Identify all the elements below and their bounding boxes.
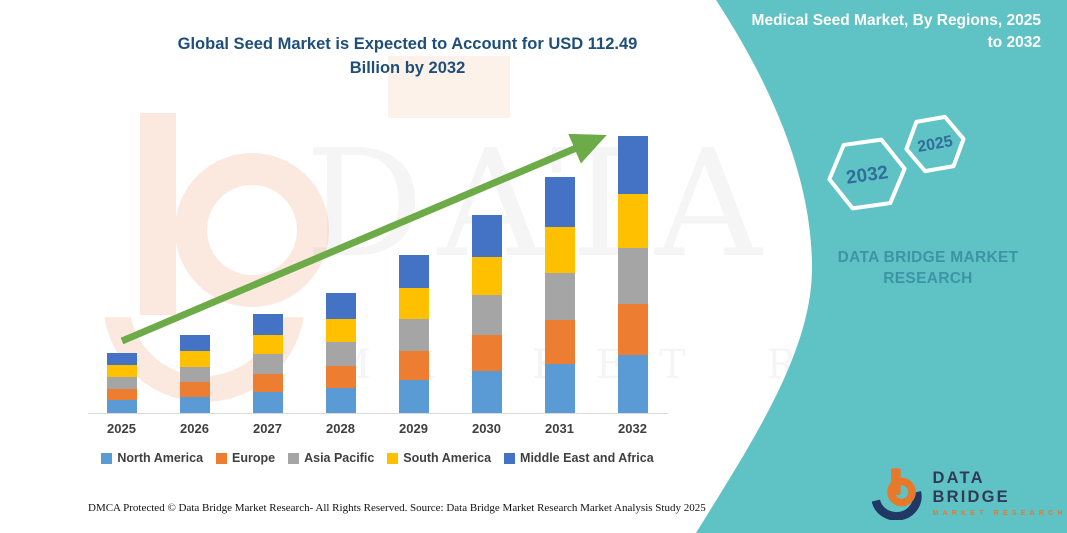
- bar-segment-asia-pacific: [252, 354, 283, 375]
- legend-label: Asia Pacific: [304, 451, 375, 465]
- chart-title-line2: Billion by 2032: [349, 59, 466, 77]
- bar-segment-europe: [106, 389, 137, 401]
- bar-segment-europe: [252, 374, 283, 393]
- x-tick-2030: 2030: [472, 421, 501, 436]
- bar-segment-north-america: [471, 371, 502, 413]
- bar-segment-south-america: [398, 288, 429, 320]
- legend-label: Middle East and Africa: [520, 451, 654, 465]
- bar-segment-asia-pacific: [398, 319, 429, 351]
- bar-segment-middle-east-and-africa: [106, 352, 137, 366]
- legend-label: South America: [403, 451, 492, 465]
- legend-item-north-america: North America: [101, 451, 203, 465]
- bar-segment-middle-east-and-africa: [325, 293, 356, 319]
- dbmr-logo-textblock: DATA BRIDGE MARKET RESEARCH: [933, 469, 1067, 517]
- legend-swatch-icon: [288, 452, 300, 464]
- bar-segment-middle-east-and-africa: [544, 177, 575, 227]
- peach-watermark-block: [388, 56, 510, 118]
- chart-plot: [88, 130, 668, 414]
- legend-swatch-icon: [216, 452, 228, 464]
- footer-source-text: Source: Data Bridge Market Research Mark…: [410, 502, 706, 514]
- logo-b-bowl-shape: [887, 477, 916, 507]
- bar-segment-south-america: [252, 335, 283, 355]
- legend-swatch-icon: [504, 452, 516, 464]
- bar-segment-asia-pacific: [544, 272, 575, 320]
- x-tick-2026: 2026: [180, 421, 209, 436]
- bar-segment-south-america: [544, 226, 575, 273]
- dbmr-logo-icon: [872, 468, 922, 520]
- stacked-bar-2031: [544, 177, 575, 413]
- legend-item-europe: Europe: [216, 451, 275, 465]
- bar-segment-europe: [179, 382, 210, 397]
- side-panel-title-line1: Medical Seed Market, By Regions,: [751, 12, 1003, 29]
- legend-item-south-america: South America: [387, 451, 491, 465]
- logo-tagline: MARKET RESEARCH: [932, 510, 1067, 517]
- year-hexagons: 2032 2025: [827, 114, 966, 211]
- bar-segment-middle-east-and-africa: [617, 136, 648, 195]
- bar-segment-south-america: [325, 318, 356, 342]
- stacked-bar-2028: [325, 293, 356, 413]
- bar-segment-europe: [398, 350, 429, 380]
- x-tick-2031: 2031: [545, 421, 574, 436]
- bar-segment-north-america: [179, 396, 210, 413]
- bar-segment-north-america: [106, 400, 137, 413]
- stacked-bar-2027: [252, 314, 283, 413]
- x-tick-2029: 2029: [399, 421, 428, 436]
- x-tick-2028: 2028: [326, 421, 355, 436]
- bar-segment-asia-pacific: [106, 377, 137, 390]
- bar-segment-south-america: [471, 256, 502, 296]
- legend-swatch-icon: [101, 452, 113, 464]
- legend-label: Europe: [232, 451, 276, 465]
- bar-segment-asia-pacific: [471, 295, 502, 335]
- stacked-bar-2029: [398, 255, 429, 413]
- bar-segment-asia-pacific: [617, 248, 648, 304]
- bar-segment-europe: [325, 365, 356, 388]
- logo-name: DATA BRIDGE: [932, 469, 1010, 506]
- hexagon-2025-outline: [904, 114, 966, 174]
- side-panel-title-line2: 2025 to 2032: [987, 12, 1041, 51]
- hexagon-2032-outline: [827, 137, 907, 211]
- x-tick-2025: 2025: [107, 421, 136, 436]
- x-axis-labels: 2025 2026 2027 2028 2029 2030 2031 2032: [88, 421, 668, 439]
- chart-title: Global Seed Market is Expected to Accoun…: [125, 32, 690, 80]
- stacked-bar-2026: [179, 335, 210, 413]
- bar-segment-europe: [544, 319, 575, 364]
- bar-segment-south-america: [179, 351, 210, 367]
- chart-title-line1: Global Seed Market is Expected to Accoun…: [177, 35, 638, 53]
- bar-segment-north-america: [252, 392, 283, 413]
- dbmr-logo: DATA BRIDGE MARKET RESEARCH: [872, 466, 1067, 520]
- bar-segment-asia-pacific: [325, 341, 356, 366]
- bar-segment-europe: [617, 303, 648, 355]
- bar-segment-north-america: [617, 354, 648, 413]
- stacked-bar-2032: [617, 136, 648, 413]
- logo-swoosh-shape: [872, 491, 922, 520]
- bar-segment-south-america: [106, 365, 137, 378]
- hexagon-2032-label: 2032: [845, 162, 890, 189]
- bar-segment-north-america: [544, 363, 575, 413]
- bar-segment-north-america: [398, 379, 429, 413]
- chart-legend: North America Europe Asia Pacific South Ame…: [80, 451, 675, 465]
- bar-segment-middle-east-and-africa: [179, 335, 210, 352]
- x-tick-2032: 2032: [618, 421, 647, 436]
- legend-swatch-icon: [387, 452, 399, 464]
- footer-dmca-text: DMCA Protected © Data Bridge Market Rese…: [88, 502, 408, 514]
- bar-segment-asia-pacific: [179, 366, 210, 382]
- stacked-bar-2030: [471, 215, 502, 413]
- stacked-bar-2025: [106, 352, 137, 413]
- bar-segment-europe: [471, 334, 502, 372]
- bar-segment-middle-east-and-africa: [471, 215, 502, 257]
- legend-label: North America: [117, 451, 204, 465]
- side-panel-title: Medical Seed Market, By Regions, 2025 to…: [741, 10, 1041, 54]
- bar-segment-middle-east-and-africa: [398, 255, 429, 289]
- bar-segment-south-america: [617, 194, 648, 249]
- side-panel-brand-text: DATA BRIDGE MARKET RESEARCH: [837, 249, 1019, 287]
- x-tick-2027: 2027: [253, 421, 282, 436]
- hexagon-2025-label: 2025: [916, 133, 954, 156]
- legend-item-asia-pacific: Asia Pacific: [288, 451, 374, 465]
- bar-segment-middle-east-and-africa: [252, 314, 283, 336]
- legend-item-middle-east-and-africa: Middle East and Africa: [504, 451, 654, 465]
- bar-segment-north-america: [325, 387, 356, 413]
